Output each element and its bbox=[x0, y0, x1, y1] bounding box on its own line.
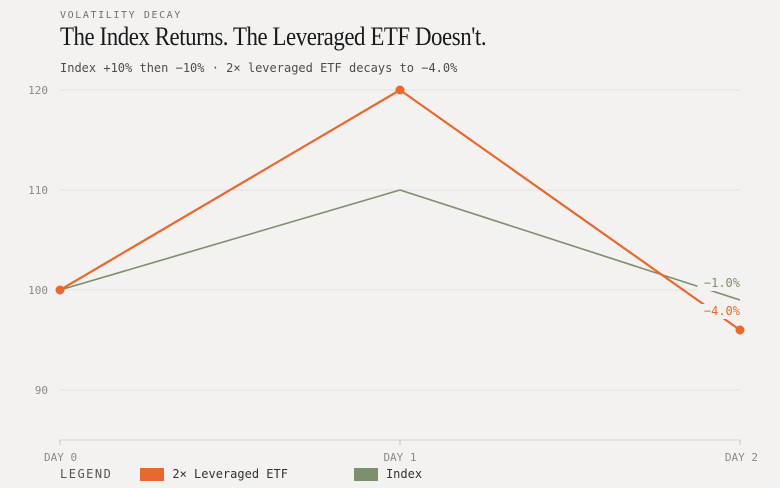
end-label-leveraged-etf: −4.0% bbox=[704, 304, 741, 318]
legend-item-index: Index bbox=[353, 467, 423, 481]
data-point-leveraged-etf bbox=[735, 325, 745, 335]
end-label-leveraged-etf-background bbox=[697, 304, 740, 319]
legend-label-leveraged-etf: 2× Leveraged ETF bbox=[172, 467, 288, 481]
end-label-index-background bbox=[697, 276, 740, 291]
y-tick-label: 90 bbox=[35, 384, 48, 397]
legend-item-leveraged-etf: 2× Leveraged ETF bbox=[140, 467, 288, 481]
data-point-leveraged-etf bbox=[55, 285, 65, 295]
end-label-leveraged-etf-group: −4.0% bbox=[697, 304, 741, 319]
end-label-index-group: −1.0% bbox=[697, 276, 741, 291]
legend-title: LEGEND bbox=[60, 467, 113, 481]
end-label-index: −1.0% bbox=[704, 276, 741, 290]
label-layer: 90 100 110 120 DAY 0 DAY 1 DAY 2 −1.0% −4.0% bbox=[28, 84, 758, 464]
chart-subtitle: Index +10% then −10% · 2× leveraged ETF … bbox=[60, 61, 458, 75]
x-tick-label: DAY 1 bbox=[383, 451, 416, 464]
series-line-index bbox=[59, 189, 741, 301]
legend-label-index: Index bbox=[385, 467, 423, 481]
legend: LEGEND 2× Leveraged ETF Index bbox=[60, 467, 488, 481]
x-tick-label: DAY 0 bbox=[44, 451, 77, 464]
legend-swatch-index bbox=[353, 467, 378, 481]
series-line-leveraged-etf bbox=[59, 88, 741, 331]
data-point-leveraged-etf bbox=[395, 85, 405, 95]
y-tick-label: 110 bbox=[28, 184, 48, 197]
y-tick-label: 100 bbox=[28, 284, 48, 297]
y-tick-label: 120 bbox=[28, 84, 48, 97]
series-layer bbox=[55, 85, 745, 335]
legend-swatch-leveraged-etf bbox=[140, 467, 165, 481]
x-tick-label: DAY 2 bbox=[725, 451, 758, 464]
chart-kicker: VOLATILITY DECAY bbox=[60, 10, 182, 21]
chart-title: The Index Returns. The Leveraged ETF Doe… bbox=[60, 22, 487, 51]
